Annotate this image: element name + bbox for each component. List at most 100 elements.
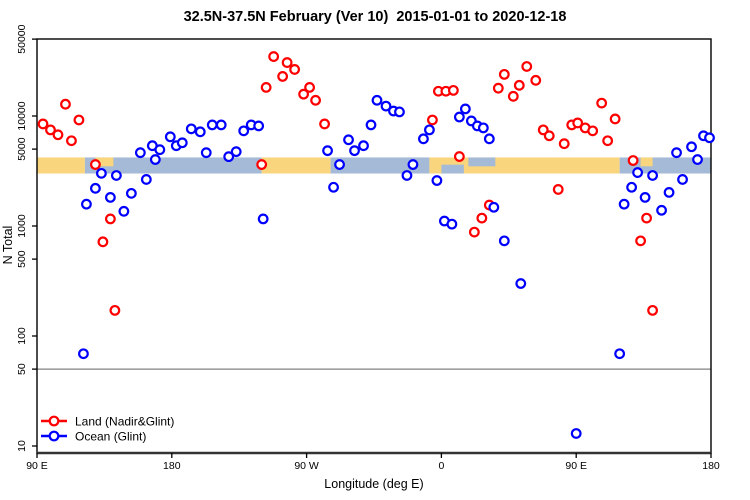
- coastline-patch-ocean: [468, 157, 496, 167]
- ocean-point: [424, 124, 435, 136]
- land-point: [453, 151, 465, 162]
- land-point: [602, 135, 614, 147]
- ocean-point: [253, 120, 265, 132]
- ocean-point: [328, 181, 339, 193]
- ocean-point: [206, 119, 218, 131]
- ocean-point: [343, 134, 354, 146]
- ocean-point: [394, 106, 405, 118]
- ocean-point: [618, 198, 630, 210]
- y-tick-label: 1000: [16, 214, 28, 238]
- land-point: [513, 79, 525, 91]
- ocean-point: [626, 181, 638, 193]
- ocean-point: [446, 218, 458, 230]
- ocean-point: [90, 182, 101, 194]
- ocean-point: [140, 174, 152, 185]
- ocean-point: [401, 170, 413, 181]
- ocean-point: [96, 167, 107, 179]
- ocean-point: [194, 126, 206, 138]
- land-point: [647, 304, 658, 316]
- land-point: [587, 125, 599, 137]
- ocean-point: [677, 174, 688, 185]
- x-tick-label: 90 E: [565, 460, 587, 472]
- ocean-point: [176, 137, 188, 149]
- ocean-point: [371, 94, 383, 106]
- ocean-point: [349, 145, 360, 157]
- ocean-point: [81, 198, 92, 210]
- ocean-point: [200, 147, 212, 159]
- ocean-point: [656, 204, 667, 216]
- land-point: [492, 82, 504, 94]
- land-point: [641, 212, 652, 224]
- ocean-point: [431, 175, 443, 186]
- ocean-point: [154, 144, 166, 156]
- ocean-point: [671, 147, 682, 159]
- ocean-point: [230, 146, 242, 158]
- ocean-point: [334, 159, 345, 170]
- legend-label: Ocean (Glint): [75, 430, 146, 444]
- x-axis-label: Longitude (deg E): [324, 477, 424, 491]
- ocean-point: [223, 151, 235, 163]
- ocean-point: [365, 119, 377, 131]
- land-point: [73, 114, 85, 126]
- ocean-point: [498, 235, 510, 247]
- legend-marker: [48, 430, 60, 442]
- land-point: [507, 90, 519, 102]
- ocean-point: [118, 205, 130, 217]
- ocean-point: [110, 170, 122, 181]
- land-point: [52, 129, 64, 141]
- land-point: [596, 97, 608, 109]
- coastline-band-land: [37, 157, 85, 174]
- land-point: [552, 184, 564, 195]
- ocean-point: [483, 133, 495, 145]
- ocean-point: [453, 111, 465, 123]
- ocean-point: [215, 119, 227, 131]
- ocean-point: [358, 140, 369, 152]
- land-point: [609, 113, 621, 125]
- land-point: [104, 213, 116, 225]
- ocean-point: [164, 131, 176, 143]
- land-point: [281, 57, 293, 68]
- x-tick-label: 180: [702, 460, 720, 472]
- ocean-point: [238, 125, 250, 137]
- legend-label: Land (Nadir&Glint): [75, 415, 174, 429]
- land-point: [543, 130, 555, 142]
- y-tick-label: 5000: [16, 137, 28, 161]
- land-point: [60, 98, 71, 110]
- ocean-point: [380, 100, 392, 112]
- land-point: [260, 81, 272, 93]
- land-point: [635, 235, 647, 247]
- coastline-patch-ocean: [441, 164, 464, 174]
- ocean-point: [488, 201, 500, 213]
- land-point: [530, 74, 542, 86]
- ocean-point: [418, 133, 429, 145]
- land-point: [310, 94, 321, 106]
- land-point: [256, 159, 268, 170]
- land-point: [319, 118, 330, 130]
- coastline-band-ocean: [330, 157, 430, 174]
- y-tick-label: 10: [16, 440, 28, 452]
- coastline-patch-land: [640, 157, 653, 167]
- ocean-point: [104, 191, 116, 203]
- ocean-point: [614, 348, 626, 360]
- land-point: [521, 61, 533, 72]
- ocean-point: [257, 213, 269, 225]
- ocean-point: [125, 187, 137, 199]
- land-point: [558, 138, 570, 150]
- land-point: [627, 155, 639, 166]
- chart-title: 32.5N-37.5N February (Ver 10) 2015-01-01…: [183, 9, 567, 25]
- land-point: [476, 212, 488, 224]
- y-tick-label: 10000: [16, 101, 28, 130]
- ocean-point: [663, 187, 675, 198]
- coastline-patch-land: [95, 157, 114, 167]
- ocean-point: [647, 170, 658, 181]
- land-point: [45, 124, 56, 136]
- ocean-point: [185, 123, 197, 135]
- ocean-point: [459, 103, 471, 115]
- land-point: [37, 118, 49, 130]
- coastline-band-ocean: [84, 157, 262, 174]
- x-tick-label: 0: [438, 460, 444, 472]
- land-point: [572, 117, 584, 129]
- land-point: [97, 236, 109, 248]
- ocean-point: [322, 145, 333, 157]
